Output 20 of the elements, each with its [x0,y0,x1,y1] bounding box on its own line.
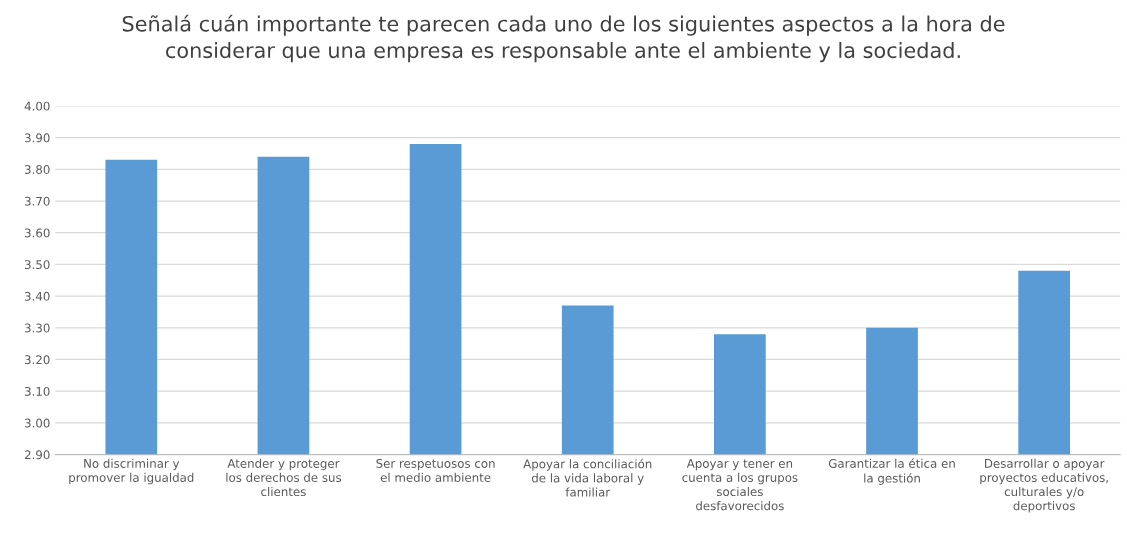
y-tick-label: 3.70 [24,196,50,206]
x-tick-label: No discriminar y promover la igualdad [69,458,194,485]
chart-title: Señalá cuán importante te parecen cada uno de los siguientes aspectos a la hora de considerar que una empresa es responsable ante el ambiente y la sociedad. [122,14,1005,63]
x-tick-label: Atender y proteger los derechos de sus clientes [226,458,342,497]
x-tick-label: Apoyar la conciliación de la vida laboral y familiar [523,458,652,497]
y-tick-label: 3.00 [24,418,50,428]
y-tick-label: 3.50 [24,260,50,270]
y-tick-label: 3.20 [24,355,50,365]
y-tick-label: 3.10 [24,386,50,396]
y-tick-label: 2.90 [24,450,50,460]
y-tick-label: 3.90 [24,133,50,143]
x-tick-label: Ser respetuosos con el medio ambiente [376,458,495,482]
x-tick-label: Garantizar la ética en la gestión [828,458,955,485]
y-tick-label: 3.40 [24,291,50,301]
y-tick-label: 3.60 [24,228,50,238]
y-tick-label: 4.00 [24,101,50,111]
y-tick-label: 3.80 [24,165,50,174]
x-tick-label: Apoyar y tener en cuenta a los grupos sociales desfavorecidos [682,459,798,511]
y-tick-label: 3.30 [24,323,50,333]
x-tick-label: Desarrollar o apoyar proyectos educativos, culturales y/o deportivos [980,458,1108,513]
